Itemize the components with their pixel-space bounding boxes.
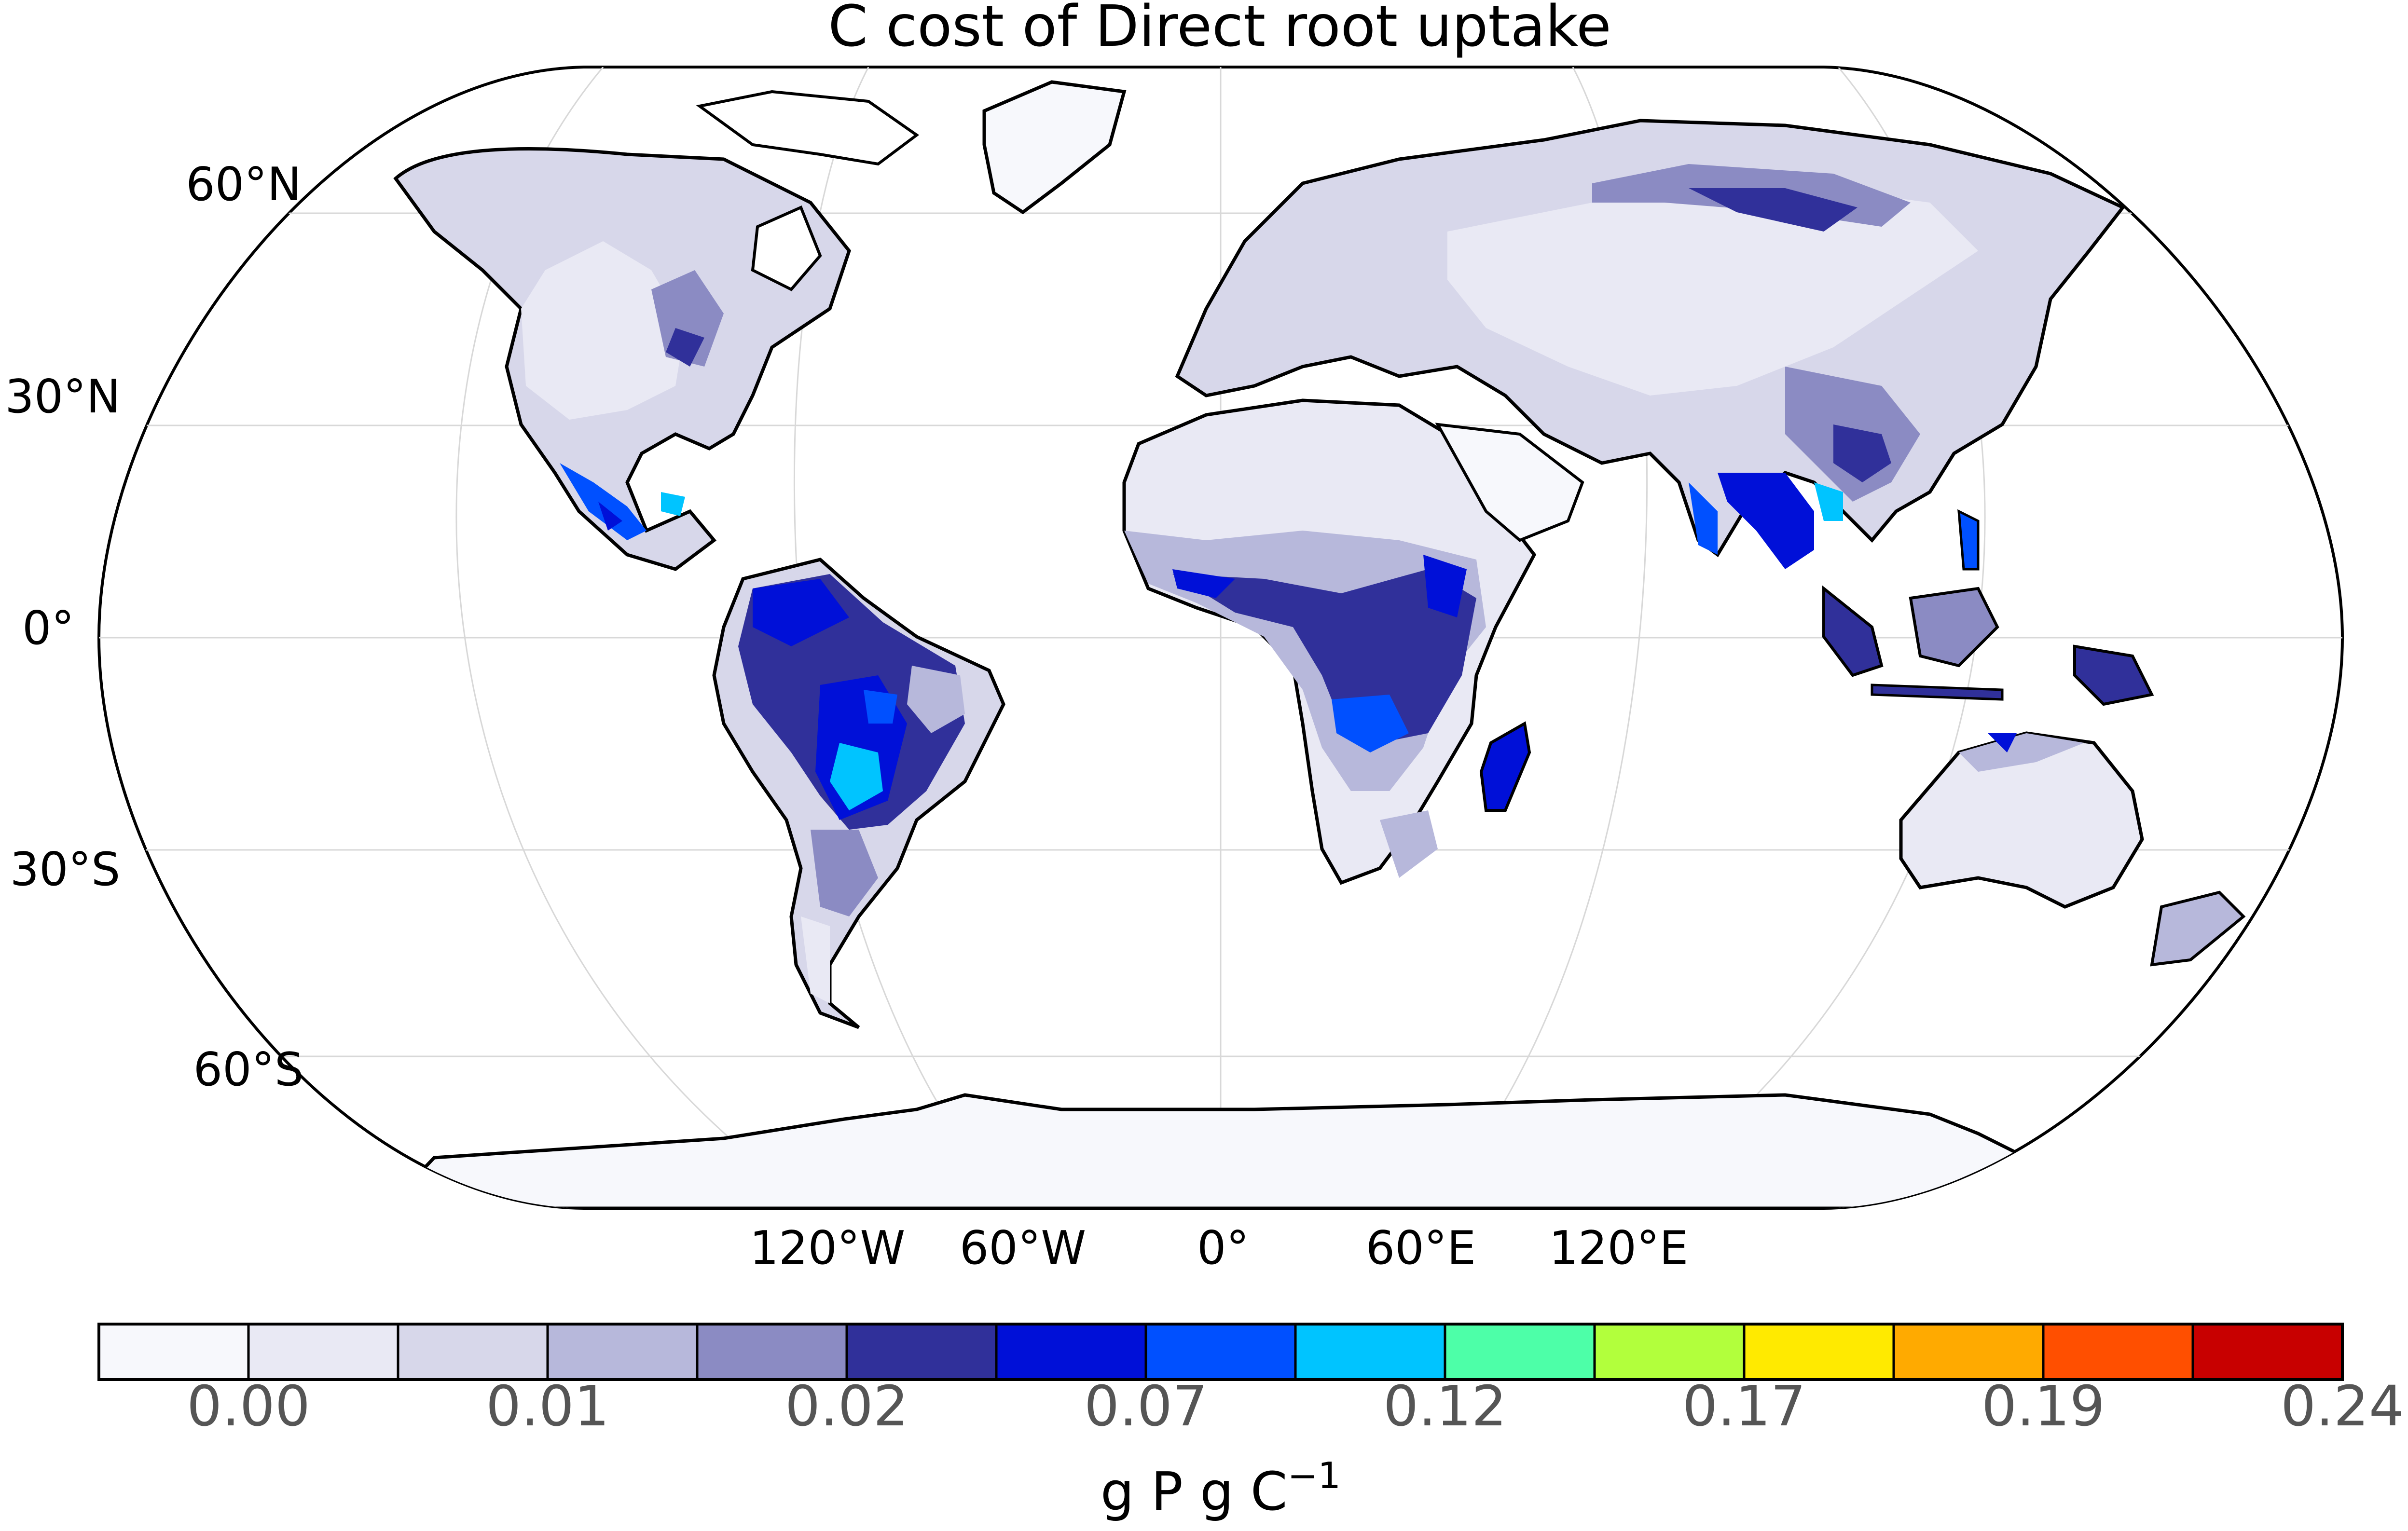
colorbar-swatch (2191, 1323, 2344, 1381)
arctic-archipelago (696, 90, 920, 166)
colorbar-tick-label: 0.12 (1383, 1374, 1507, 1439)
colorbar-unit-base: g P g C (1101, 1461, 1288, 1522)
colorbar-swatch (845, 1323, 998, 1381)
colorbar-swatch (2042, 1323, 2194, 1381)
lon-label-0: 0° (1197, 1222, 1249, 1275)
colorbar-swatch (1892, 1323, 2045, 1381)
colorbar (97, 1323, 2344, 1381)
colorbar-swatch (1593, 1323, 1746, 1381)
lon-label-120e: 120°E (1549, 1222, 1689, 1275)
colorbar-swatch (247, 1323, 399, 1381)
colorbar-tick-label: 0.24 (2281, 1374, 2404, 1439)
colorbar-swatch (1144, 1323, 1297, 1381)
lat-label-30s: 30°S (10, 843, 121, 896)
maritime-se-asia (1822, 509, 2154, 706)
colorbar-swatch (1294, 1323, 1446, 1381)
south-america (712, 558, 1005, 1029)
lon-label-120w: 120°W (750, 1222, 906, 1275)
greenland (982, 80, 1127, 215)
colorbar-tick-label: 0.07 (1084, 1374, 1208, 1439)
colorbar-swatch (546, 1323, 699, 1381)
colorbar-tick-label: 0.19 (1981, 1374, 2105, 1439)
colorbar-swatch (696, 1323, 848, 1381)
lat-label-60n: 60°N (186, 158, 301, 211)
colorbar-tick-label: 0.01 (486, 1374, 609, 1439)
colorbar-tick-label: 0.17 (1682, 1374, 1806, 1439)
lon-label-60e: 60°E (1366, 1222, 1476, 1275)
antarctica (382, 1093, 2079, 1208)
colorbar-unit-label: g P g C−1 (1101, 1454, 1341, 1522)
colorbar-frame (97, 1323, 2344, 1381)
eurasia (1175, 119, 2126, 569)
colorbar-swatch (97, 1323, 250, 1381)
lat-label-30n: 30°N (5, 370, 120, 424)
colorbar-swatch (1444, 1323, 1596, 1381)
lon-label-60w: 60°W (960, 1222, 1086, 1275)
colorbar-swatch (1743, 1323, 1895, 1381)
lat-label-0: 0° (22, 602, 74, 655)
colorbar-swatch (397, 1323, 549, 1381)
colorbar-tick-label: 0.02 (785, 1374, 908, 1439)
north-america (393, 147, 851, 571)
australia (1899, 731, 2246, 967)
africa (1122, 398, 1537, 885)
chart-title: C cost of Direct root uptake (828, 0, 1611, 59)
colorbar-tick-label: 0.00 (187, 1374, 310, 1439)
lat-label-60s: 60°S (193, 1043, 304, 1096)
colorbar-unit-exponent: −1 (1288, 1454, 1341, 1497)
colorbar-swatch (995, 1323, 1147, 1381)
arabia (1435, 423, 1584, 542)
